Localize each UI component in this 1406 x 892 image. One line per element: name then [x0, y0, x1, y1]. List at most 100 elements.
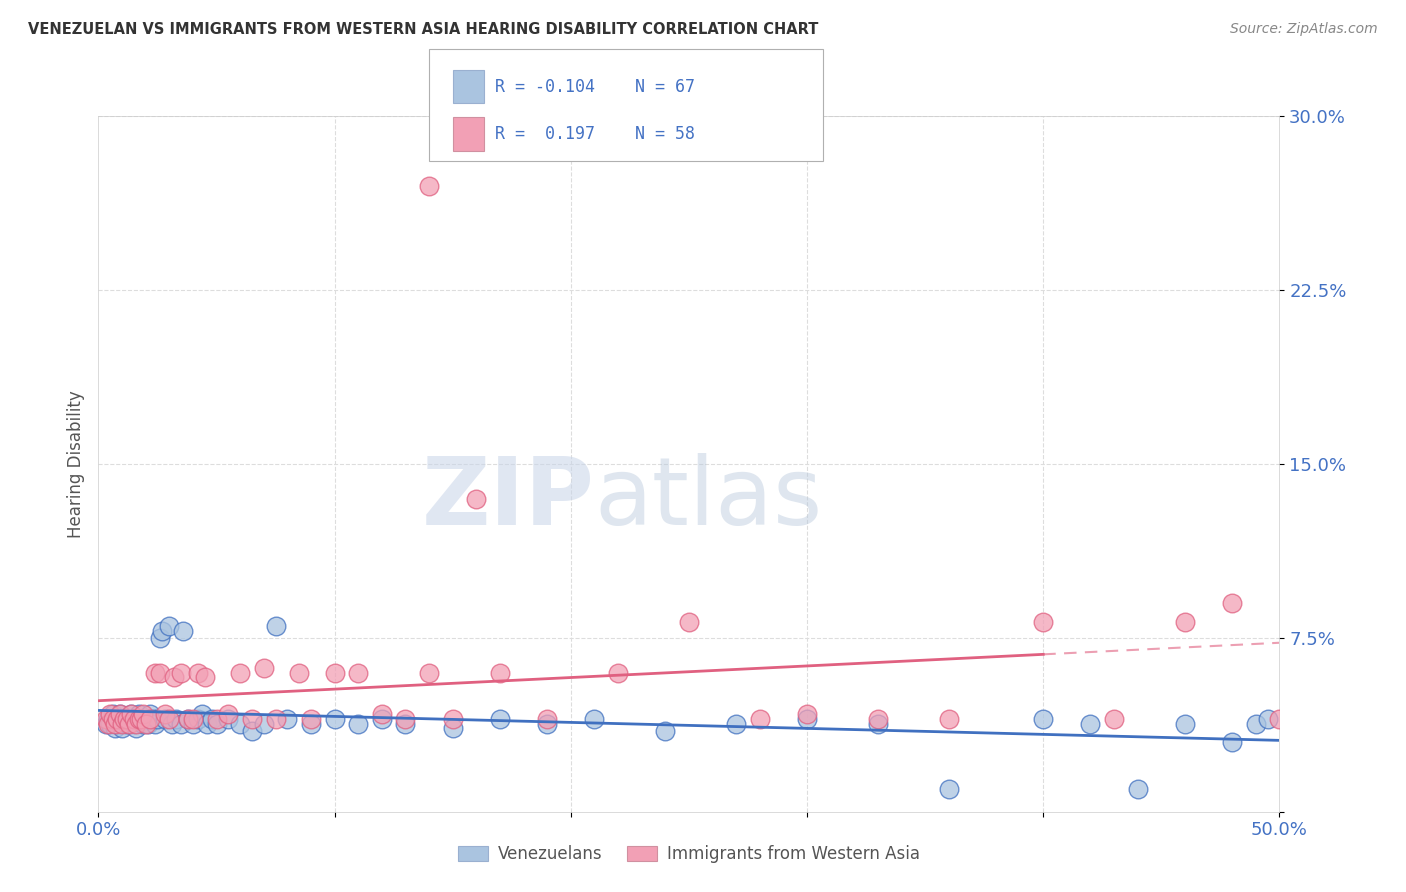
Point — [115, 716, 138, 731]
Point — [264, 712, 287, 726]
Point — [149, 665, 172, 680]
Point — [1268, 712, 1291, 726]
Point — [111, 712, 134, 726]
Point — [347, 716, 370, 731]
Point — [205, 716, 228, 731]
Point — [866, 712, 889, 726]
Point — [205, 712, 228, 726]
Point — [229, 716, 252, 731]
Point — [299, 716, 322, 731]
Point — [125, 716, 148, 731]
Point — [181, 716, 204, 731]
Point — [97, 716, 120, 731]
Point — [139, 707, 162, 722]
Point — [253, 716, 276, 731]
Text: R = -0.104    N = 67: R = -0.104 N = 67 — [495, 78, 695, 95]
Point — [157, 619, 180, 633]
Point — [101, 707, 124, 722]
Point — [98, 707, 121, 722]
Text: Source: ZipAtlas.com: Source: ZipAtlas.com — [1230, 22, 1378, 37]
Point — [115, 712, 138, 726]
Point — [129, 712, 152, 726]
Point — [1257, 712, 1279, 726]
Point — [725, 716, 748, 731]
Point — [1080, 716, 1102, 731]
Point — [128, 712, 150, 726]
Point — [143, 716, 166, 731]
Point — [118, 712, 141, 726]
Point — [122, 712, 145, 726]
Y-axis label: Hearing Disability: Hearing Disability — [66, 390, 84, 538]
Point — [146, 712, 169, 726]
Point — [149, 631, 172, 645]
Point — [122, 716, 145, 731]
Point — [94, 712, 117, 726]
Point — [153, 707, 176, 722]
Point — [194, 670, 217, 684]
Point — [112, 712, 135, 726]
Point — [139, 712, 162, 726]
Point — [264, 619, 287, 633]
Point — [135, 716, 157, 731]
Point — [132, 716, 155, 731]
Point — [121, 707, 143, 722]
Point — [111, 721, 134, 735]
Point — [253, 661, 276, 675]
Point — [1102, 712, 1125, 726]
Point — [441, 721, 464, 735]
Point — [1220, 596, 1243, 610]
Point — [240, 712, 263, 726]
Point — [217, 712, 239, 726]
Point — [299, 712, 322, 726]
Point — [866, 716, 889, 731]
Point — [1220, 735, 1243, 749]
Point — [157, 712, 180, 726]
Point — [163, 670, 186, 684]
Point — [143, 665, 166, 680]
Point — [1032, 615, 1054, 629]
Point — [153, 712, 176, 726]
Point — [938, 781, 960, 796]
Point — [136, 716, 159, 731]
Point — [418, 178, 440, 193]
Text: ZIP: ZIP — [422, 452, 595, 545]
Point — [187, 712, 209, 726]
Point — [323, 712, 346, 726]
Point — [160, 716, 183, 731]
Point — [441, 712, 464, 726]
Point — [276, 712, 298, 726]
Point — [394, 716, 416, 731]
Point — [128, 707, 150, 722]
Point — [201, 712, 224, 726]
Point — [371, 712, 394, 726]
Point — [371, 707, 394, 722]
Point — [104, 721, 127, 735]
Point — [101, 712, 124, 726]
Point — [125, 721, 148, 735]
Point — [489, 712, 512, 726]
Point — [135, 712, 157, 726]
Point — [1174, 615, 1197, 629]
Point — [1244, 716, 1267, 731]
Point — [105, 716, 128, 731]
Point — [796, 707, 818, 722]
Text: R =  0.197    N = 58: R = 0.197 N = 58 — [495, 126, 695, 144]
Point — [132, 707, 155, 722]
Point — [181, 712, 204, 726]
Point — [187, 665, 209, 680]
Point — [191, 707, 214, 722]
Point — [229, 665, 252, 680]
Point — [177, 712, 200, 726]
Point — [195, 716, 218, 731]
Point — [108, 707, 131, 722]
Point — [1032, 712, 1054, 726]
Point — [177, 712, 200, 726]
Point — [288, 665, 311, 680]
Point — [678, 615, 700, 629]
Point — [105, 712, 128, 726]
Point — [1126, 781, 1149, 796]
Point — [105, 712, 128, 726]
Point — [118, 716, 141, 731]
Point — [98, 716, 121, 731]
Point — [217, 707, 239, 722]
